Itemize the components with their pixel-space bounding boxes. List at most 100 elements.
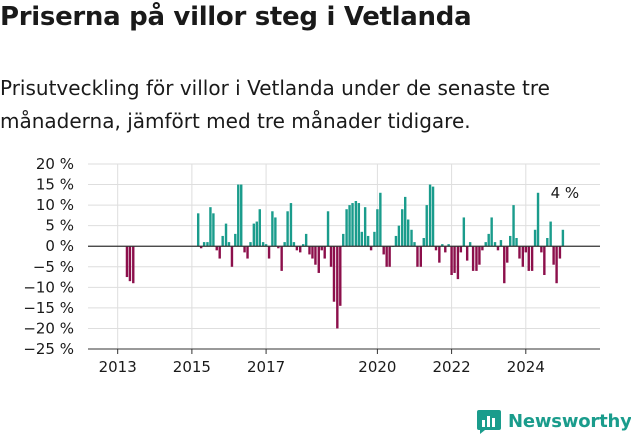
bar [416, 246, 419, 267]
bar [459, 246, 463, 253]
bar [450, 246, 453, 275]
bar [527, 246, 530, 271]
chart-subtitle: Prisutveckling för villor i Vetlanda und… [0, 76, 550, 133]
bar [271, 211, 274, 247]
bar [431, 186, 435, 247]
bar [376, 209, 379, 247]
bar [543, 246, 546, 275]
bar [227, 242, 231, 247]
bar [475, 246, 478, 271]
bar [428, 184, 432, 247]
x-tick-label: 2013 [99, 358, 137, 376]
bar [422, 238, 425, 247]
bar [252, 223, 256, 247]
bar-series [125, 184, 565, 329]
bar [453, 246, 456, 273]
bar [404, 196, 407, 247]
bar [515, 238, 518, 247]
y-tick-label: 15 % [36, 176, 74, 194]
latest-value-annotation: 4 % [551, 184, 580, 202]
bar [369, 246, 373, 251]
bar [530, 246, 534, 271]
bar [379, 192, 382, 247]
bar [471, 246, 475, 271]
bar [264, 244, 268, 247]
bar [348, 205, 351, 247]
bar [385, 246, 388, 267]
x-axis: 2013 2015 2017 2020 2022 2024 [99, 349, 545, 376]
bar [484, 242, 487, 247]
bar [533, 229, 537, 247]
bar [202, 242, 206, 247]
y-tick-label: 5 % [45, 217, 74, 235]
bar [478, 246, 481, 265]
bar [292, 242, 296, 247]
bar [425, 205, 428, 247]
bar [373, 231, 376, 247]
bar [434, 246, 438, 251]
y-tick-label: 0 % [45, 237, 74, 255]
y-tick-label: −15 % [23, 299, 74, 317]
bar [366, 235, 370, 247]
bar [552, 246, 555, 265]
bar [326, 211, 330, 247]
y-tick-label: −20 % [23, 319, 74, 337]
bar [240, 184, 243, 247]
bar [521, 246, 525, 267]
bar [317, 246, 320, 273]
bar [329, 246, 333, 267]
bar [351, 203, 354, 247]
bar [258, 209, 261, 247]
bar [132, 246, 135, 284]
bar [314, 246, 317, 265]
bar [196, 213, 200, 247]
bar [243, 246, 246, 253]
bar [444, 246, 447, 253]
bar [311, 246, 314, 259]
bar [255, 221, 259, 247]
bar [249, 242, 252, 247]
bar [199, 246, 203, 249]
bar [345, 209, 348, 247]
bar [493, 242, 497, 247]
bar [512, 205, 515, 247]
bar [295, 246, 299, 251]
bar [496, 246, 500, 251]
newsworthy-brand-name: Newsworthy [508, 410, 631, 432]
bar [549, 221, 552, 247]
bar [280, 246, 283, 271]
bar [558, 246, 562, 259]
bar [546, 238, 549, 247]
y-axis: 20 % 15 % 10 % 5 % 0 % −5 % −10 % −15 % −20 % −25… [23, 155, 74, 358]
bar [462, 217, 466, 247]
bar [465, 246, 469, 261]
bar [401, 209, 404, 247]
bar [468, 242, 472, 247]
bar [212, 213, 215, 247]
bar [406, 219, 410, 247]
bar [382, 246, 385, 255]
bar [274, 217, 277, 247]
bar [524, 246, 527, 253]
bar [209, 207, 212, 247]
bar [518, 246, 521, 259]
bar [304, 233, 308, 247]
bar [490, 217, 493, 247]
bar [357, 203, 361, 247]
x-tick-label: 2015 [173, 358, 211, 376]
bar [261, 242, 265, 247]
bar [299, 246, 302, 253]
bar [237, 184, 240, 247]
newsworthy-bar-chart-icon [477, 410, 501, 434]
bar [561, 229, 565, 247]
bar [487, 233, 490, 247]
bar [289, 203, 293, 247]
bar [360, 231, 364, 247]
bar [323, 246, 326, 259]
bar [246, 246, 249, 259]
bar [503, 246, 506, 284]
bar [447, 244, 450, 247]
bar [206, 242, 209, 247]
bar [410, 229, 413, 247]
y-tick-label: −10 % [23, 278, 74, 296]
